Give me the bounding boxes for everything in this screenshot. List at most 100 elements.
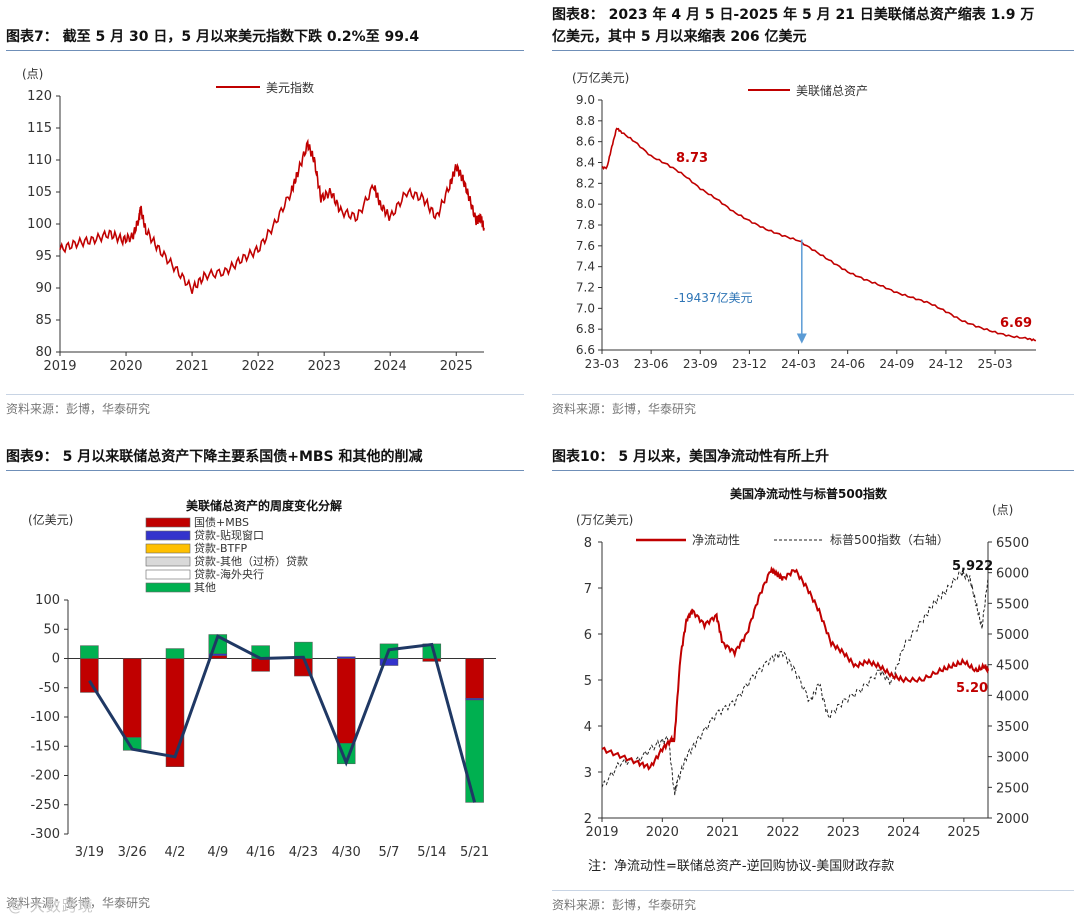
chart-7-series-line xyxy=(59,138,485,294)
chart-9-bar-segment xyxy=(165,658,185,767)
chart-9-legend-label: 其他 xyxy=(194,581,216,594)
chart-9-legend-swatch xyxy=(145,556,191,567)
chart-7-ytick-label: 110 xyxy=(27,153,52,168)
chart-8-ytick-label: 7.2 xyxy=(576,281,595,295)
chart-8-ytick-label: 8.4 xyxy=(576,156,595,170)
chart-9-xtick-label: 5/7 xyxy=(379,845,400,860)
chart-8-xtick-label: 23-03 xyxy=(585,357,620,371)
chart-10-xtick-label: 2025 xyxy=(947,825,980,840)
chart-10-ytick-right-label: 5000 xyxy=(996,628,1029,643)
chart-10-title: 图表10： 5 月以来，美国净流动性有所上升 xyxy=(552,449,829,465)
chart-8-ytick-label: 7.4 xyxy=(576,260,595,274)
chart-9-bar-segment xyxy=(122,658,142,738)
chart-9-legend-swatch xyxy=(145,530,191,541)
chart-10-ytick-right-label: 6000 xyxy=(996,567,1029,582)
chart-9-ylabel: (亿美元) xyxy=(28,512,73,527)
chart-7-xtick-label: 2021 xyxy=(176,359,209,374)
chart-8-xtick-label: 23-06 xyxy=(634,357,669,371)
chart-9-bar-segment xyxy=(465,698,484,701)
chart-9-xtick-label: 4/2 xyxy=(165,845,186,860)
chart-9-legend-label: 贷款-其他（过桥）贷款 xyxy=(194,554,308,568)
chart-10-legend-spx-label: 标普500指数（右轴） xyxy=(830,532,949,547)
chart-7-xtick-label: 2024 xyxy=(374,359,407,374)
chart-10-ytick-left-label: 5 xyxy=(584,674,592,689)
chart-8-title-line1: 图表8： 2023 年 4 月 5 日-2025 年 5 月 21 日美联储总资… xyxy=(552,7,1035,23)
chart-9-xtick-label: 4/23 xyxy=(289,845,318,860)
chart-9-legend-label: 贷款-BTFP xyxy=(194,541,248,555)
chart-10-liquidity-line xyxy=(601,566,989,771)
chart-9-legend-swatch xyxy=(145,582,191,593)
chart-10-xtick-label: 2022 xyxy=(766,825,799,840)
chart-9-legend-swatch xyxy=(145,517,191,528)
chart-10-svg: 美国净流动性与标普500指数 (万亿美元) (点) 2 3 4 5 6 7 8 2000 2500 30… xyxy=(576,486,1029,874)
chart-9-ytick-label: -100 xyxy=(30,710,60,725)
chart-9-bar-segment xyxy=(422,658,442,662)
panel-chart-7: 图表7： 截至 5 月 30 日，5 月以来美元指数下跌 0.2%至 99.4 … xyxy=(6,0,524,420)
chart-8-xtick-label: 23-09 xyxy=(683,357,718,371)
chart-9-bar-segment xyxy=(80,645,99,659)
chart-9-bar-segment xyxy=(336,658,356,744)
chart-10-legend-liquidity-label: 净流动性 xyxy=(692,533,740,547)
chart-7-ytick-label: 95 xyxy=(35,249,52,264)
chart-8-xtick-label: 24-09 xyxy=(879,357,914,371)
chart-10-ytick-right-label: 6500 xyxy=(996,536,1029,551)
chart-8-svg: (万亿美元) 6.6 6.8 7.0 7.2 7.4 7.6 7.8 8.0 8.2 8.4 8.6 8… xyxy=(572,70,1037,371)
chart-9-bar-segment xyxy=(165,648,185,659)
chart-7-ytick-label: 105 xyxy=(27,185,52,200)
panel-chart-9: 图表9： 5 月以来联储总资产下降主要系国债+MBS 和其他的削减 美联储总资产… xyxy=(6,440,524,918)
chart-7-xtick-label: 2020 xyxy=(109,359,142,374)
chart-8-xtick-label: 23-12 xyxy=(732,357,767,371)
chart-10-ytick-left-label: 2 xyxy=(584,812,592,827)
chart-8-ytick-label: 8.0 xyxy=(576,197,595,211)
chart-8-series-line xyxy=(601,127,1037,342)
chart-9-svg: 美联储总资产的周度变化分解(亿美元) 国债+MBS贷款-贴现窗口贷款-BTFP贷款… xyxy=(28,498,496,860)
chart-10-ytick-right-label: 3000 xyxy=(996,751,1029,766)
chart-9-legend-label: 国债+MBS xyxy=(194,515,249,529)
chart-7-svg: (点) 80 85 90 95 100 105 110 115 120 2019 2020 2021 20… xyxy=(22,67,485,374)
chart-8-start-label: 8.73 xyxy=(676,151,708,166)
chart-10-title-rule xyxy=(552,470,1074,471)
chart-10-xtick-label: 2023 xyxy=(827,825,860,840)
chart-10-ytick-left-label: 3 xyxy=(584,766,592,781)
chart-10-ytick-right-label: 2500 xyxy=(996,781,1029,796)
chart-9-xtick-label: 5/21 xyxy=(460,845,489,860)
chart-9-title-rule xyxy=(6,470,524,471)
chart-9-ytick-label: -200 xyxy=(30,769,60,784)
chart-8-ytick-label: 7.0 xyxy=(576,301,595,315)
chart-9-ytick-label: 0 xyxy=(52,652,60,667)
chart-7-ytick-label: 90 xyxy=(35,281,52,296)
panel-chart-10: 图表10： 5 月以来，美国净流动性有所上升 美国净流动性与标普500指数 (万亿… xyxy=(552,440,1074,918)
chart-10-ytick-left-label: 4 xyxy=(584,720,592,735)
chart-9-bar-segment xyxy=(465,658,484,699)
chart-9-ytick-label: 100 xyxy=(35,593,60,608)
chart-7-xtick-label: 2019 xyxy=(43,359,76,374)
chart-10-ytick-left-label: 6 xyxy=(584,628,592,643)
chart-9-xtick-label: 5/14 xyxy=(417,845,446,860)
chart-8-legend-label: 美联储总资产 xyxy=(796,83,868,98)
chart-10-title: 美国净流动性与标普500指数 xyxy=(730,486,888,501)
chart-9-xtick-label: 4/16 xyxy=(246,845,275,860)
chart-8-ytick-label: 7.6 xyxy=(576,239,595,253)
chart-8-xtick-label: 25-03 xyxy=(978,357,1013,371)
chart-9-bar-segment xyxy=(465,699,484,803)
chart-7-ytick-label: 80 xyxy=(35,345,52,360)
chart-10-ylabel-right: (点) xyxy=(992,503,1013,517)
chart-10-xtick-label: 2021 xyxy=(706,825,739,840)
chart-10-ytick-right-label: 5500 xyxy=(996,597,1029,612)
chart-10-spx-label: 5,922 xyxy=(952,559,993,574)
chart-10-ylabel-left: (万亿美元) xyxy=(576,512,633,527)
chart-9-source: 资料来源：彭博，华泰研究 xyxy=(6,896,151,910)
chart-10-liquidity-label: 5.20 xyxy=(956,681,988,696)
chart-10-ytick-left-label: 7 xyxy=(584,582,592,597)
chart-7-source-rule xyxy=(6,394,524,395)
chart-8-arrow-label: -19437亿美元 xyxy=(674,290,753,305)
chart-8-end-label: 6.69 xyxy=(1000,316,1032,331)
chart-10-ytick-left-label: 8 xyxy=(584,536,592,551)
chart-8-arrow-head xyxy=(796,333,807,344)
chart-8-xtick-label: 24-12 xyxy=(928,357,963,371)
chart-8-ylabel: (万亿美元) xyxy=(572,70,629,85)
chart-7-ytick-label: 115 xyxy=(27,121,52,136)
chart-9-ytick-label: -150 xyxy=(30,739,60,754)
chart-9-legend-label: 贷款-海外央行 xyxy=(194,567,264,581)
chart-10-source: 资料来源：彭博，华泰研究 xyxy=(552,898,697,912)
